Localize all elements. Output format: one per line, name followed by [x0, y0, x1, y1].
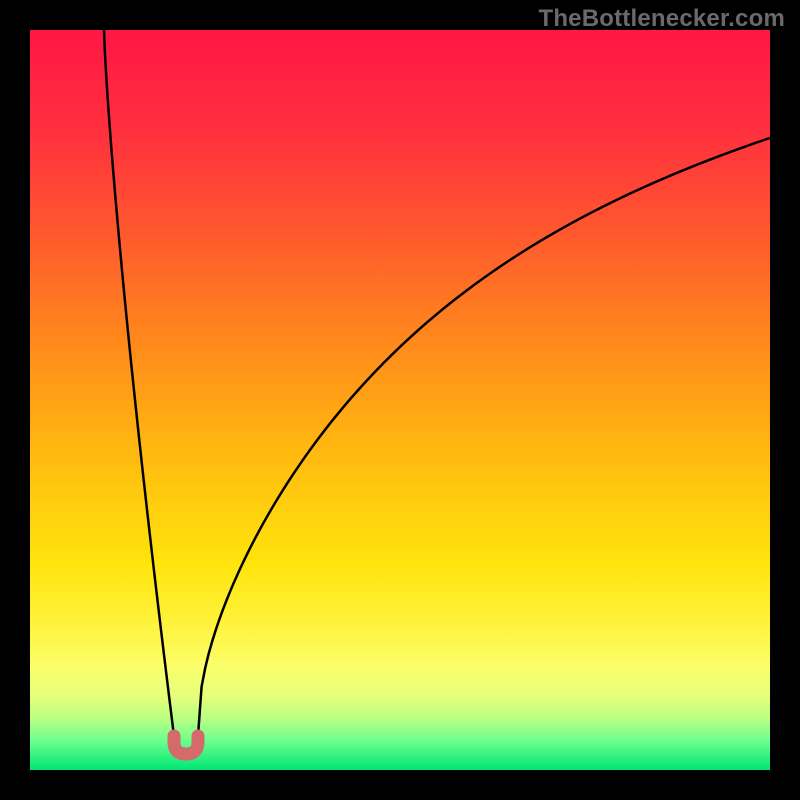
bottleneck-chart [0, 0, 800, 800]
plot-background [30, 30, 770, 770]
chart-stage: TheBottlenecker.com [0, 0, 800, 800]
watermark-text: TheBottlenecker.com [538, 5, 785, 33]
